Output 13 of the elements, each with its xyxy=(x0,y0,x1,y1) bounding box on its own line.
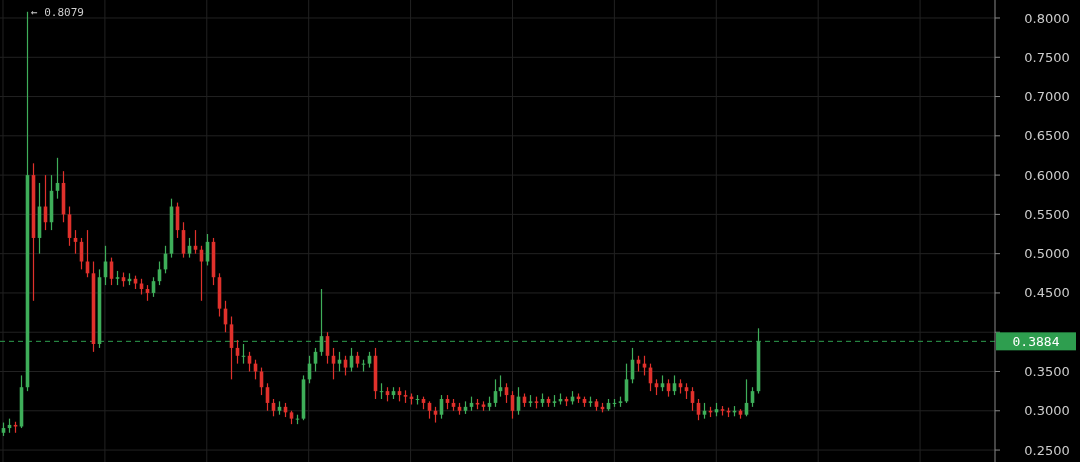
y-tick-label: 0.6500 xyxy=(1024,128,1070,144)
annotation: ← 0.8079 xyxy=(30,5,84,19)
y-tick-label: 0.7500 xyxy=(1024,49,1070,65)
y-tick-label: 0.5000 xyxy=(1024,246,1070,262)
y-tick-label: 0.2500 xyxy=(1024,442,1070,458)
y-tick-label: 0.4500 xyxy=(1024,285,1070,301)
y-tick-label: 0.8000 xyxy=(1024,10,1070,26)
ref-line-label: 0.3884 xyxy=(1012,333,1060,349)
y-tick-label: 0.5500 xyxy=(1024,206,1070,222)
y-tick-label: 0.7000 xyxy=(1024,89,1070,105)
y-tick-label: 0.3500 xyxy=(1024,364,1070,380)
y-tick-label: 0.6000 xyxy=(1024,167,1070,183)
y-tick-label: 0.3000 xyxy=(1024,403,1070,419)
